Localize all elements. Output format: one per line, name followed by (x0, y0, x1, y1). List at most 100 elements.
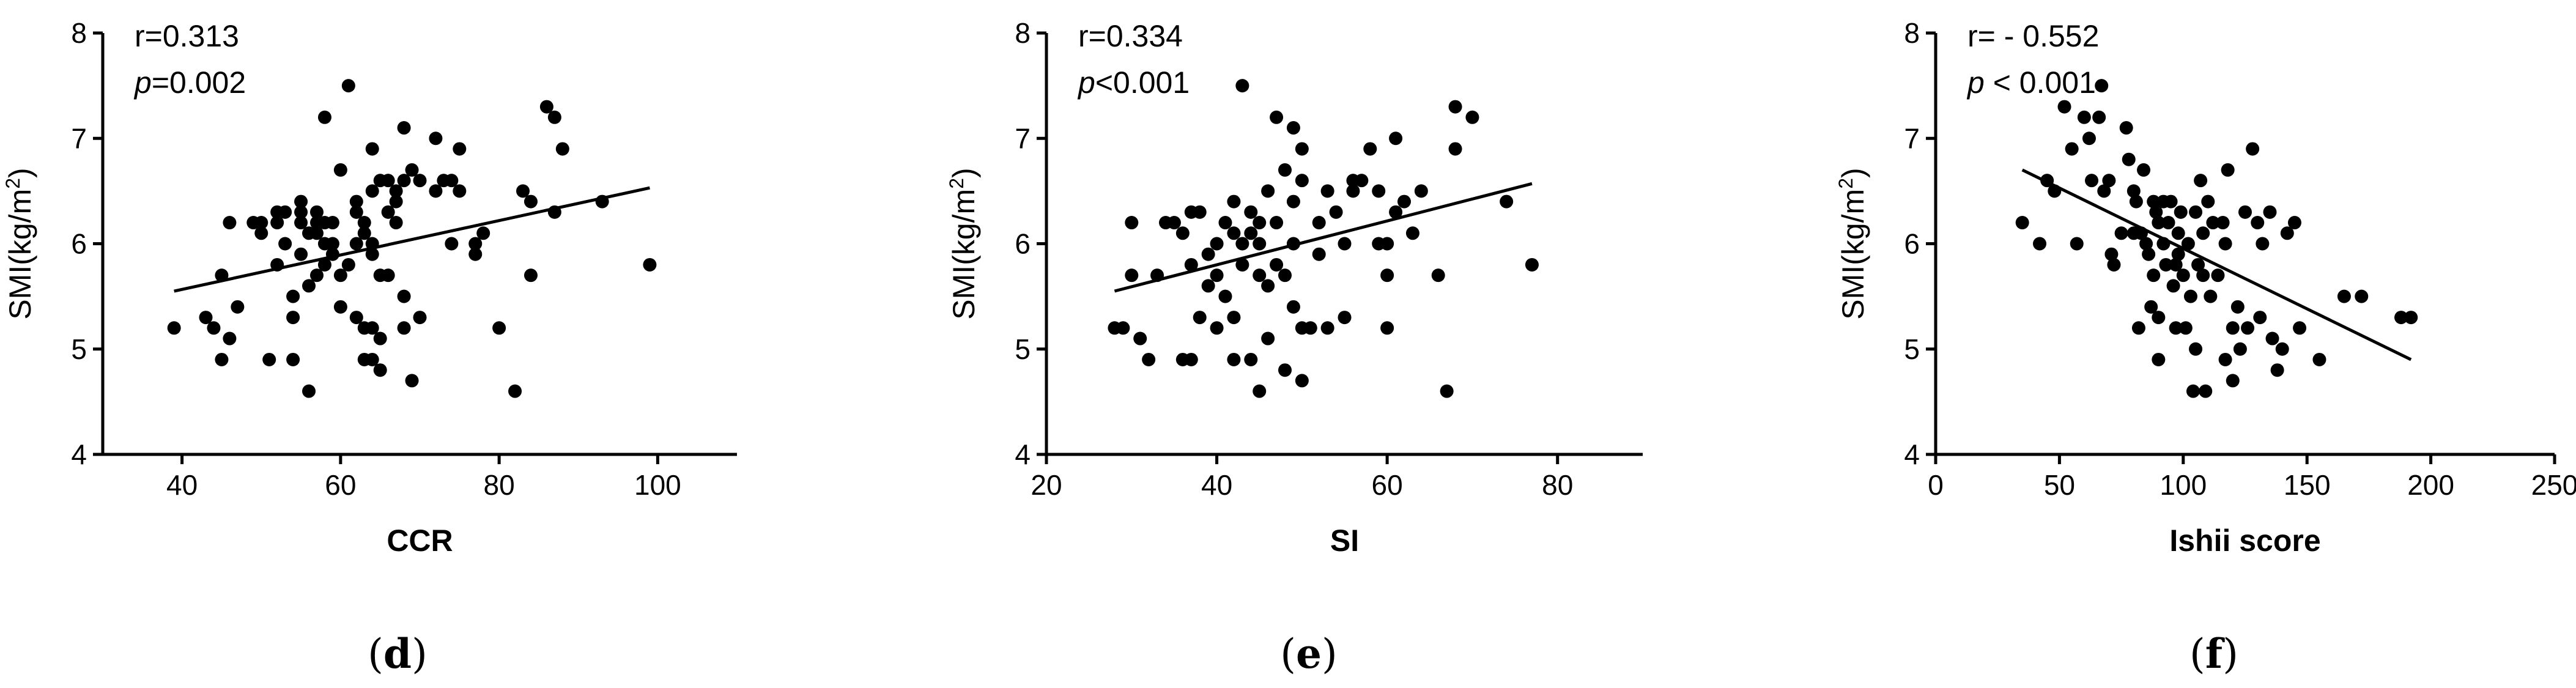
scatter-point (397, 174, 411, 188)
y-axis-title-superscript: 2 (2, 178, 24, 189)
scatter-point (1525, 257, 1539, 272)
panel-label: (e) (1280, 630, 1338, 678)
scatter-point (2238, 205, 2252, 219)
scatter-point (2256, 237, 2270, 251)
scatter-point (1218, 289, 1232, 303)
scatter-point (2194, 174, 2208, 188)
y-axis-title: SMI(kg/m2) (2, 168, 37, 319)
scatter-point (1193, 311, 1207, 325)
scatter-point (1218, 216, 1232, 230)
scatter-point (2265, 331, 2279, 346)
panel-label-letter: e (1296, 630, 1322, 678)
scatter-point (2174, 205, 2188, 219)
scatter-point (2057, 100, 2071, 114)
y-tick-label: 4 (71, 438, 87, 470)
scatter-point (2226, 321, 2240, 335)
scatter-point (492, 321, 506, 335)
scatter-point (2189, 342, 2203, 356)
scatter-point (1235, 79, 1249, 93)
scatter-point (1405, 226, 1419, 240)
scatter-point (2201, 194, 2215, 209)
scatter-point (1261, 331, 1275, 346)
scatter-point (1184, 257, 1198, 272)
scatter-point (1346, 184, 1360, 198)
scatter-point (1244, 205, 1258, 219)
scatter-point (445, 237, 459, 251)
scatter-point (381, 205, 395, 219)
x-tick-label: 60 (1372, 469, 1403, 501)
y-tick-label: 6 (71, 228, 87, 260)
scatter-point (349, 205, 363, 219)
scatter-point (365, 247, 379, 261)
scatter-point (2149, 205, 2163, 219)
scatter-point (1465, 110, 1479, 124)
scatter-point (254, 226, 268, 240)
scatter-point (1338, 311, 1352, 325)
stat-annotation: r=0.313 (135, 19, 239, 53)
scatter-point (1278, 363, 1292, 377)
scatter-point (2275, 342, 2289, 356)
stat-annotation: r=0.334 (1078, 19, 1183, 53)
scatter-point (413, 311, 427, 325)
scatter-point (309, 205, 324, 219)
scatter-point (2181, 237, 2195, 251)
scatter-point (349, 237, 363, 251)
scatter-point (278, 237, 292, 251)
scatter-point (1210, 321, 1224, 335)
scatter-point (215, 268, 229, 283)
y-axis-title-close: ) (947, 168, 981, 178)
scatter-point (2161, 216, 2175, 230)
scatter-point (468, 237, 483, 251)
scatter-point (2263, 205, 2277, 219)
panel-label: (d) (368, 630, 427, 678)
scatter-point (294, 205, 308, 219)
scatter-point (1184, 352, 1198, 366)
x-tick-label: 40 (166, 469, 198, 501)
scatter-point (2104, 247, 2119, 261)
scatter-point (286, 352, 300, 366)
y-axis-title: SMI(kg/m2) (946, 168, 981, 319)
scatter-point (1295, 174, 1309, 188)
scatter-point (1320, 184, 1334, 198)
scatter-point (294, 216, 308, 230)
scatter-point (349, 194, 363, 209)
scatter-point (1116, 321, 1130, 335)
scatter-point (2152, 311, 2166, 325)
scatter-point (1270, 110, 1284, 124)
scatter-point (405, 163, 419, 177)
scatter-point (325, 247, 339, 261)
scatter-point (294, 247, 308, 261)
scatter-point (317, 257, 331, 272)
scatter-point (1244, 226, 1258, 240)
scatter-point (1175, 226, 1190, 240)
scatter-point (2048, 184, 2062, 198)
scatter-point (2404, 311, 2418, 325)
scatter-point (2015, 216, 2029, 230)
scatter-point (1227, 194, 1241, 209)
scatter-point (286, 311, 300, 325)
scatter-point (2226, 374, 2240, 388)
stat-value: = - 0.552 (1978, 19, 2100, 53)
scatter-point (2218, 352, 2232, 366)
scatter-point (2241, 321, 2255, 335)
scatter-panel-e: 4 5 6 7 8 20 40 60 80 SI SMI(kg/m2) r=0.334 p<0.001 (… (946, 17, 1643, 678)
scatter-point (516, 184, 530, 198)
x-tick-label: 80 (484, 469, 515, 501)
scatter-point (2270, 363, 2284, 377)
scatter-point (2186, 384, 2200, 398)
scatter-point (1389, 205, 1403, 219)
regression-line (174, 186, 650, 293)
regression-line (2021, 168, 2412, 361)
scatter-point (199, 311, 213, 325)
scatter-point (262, 352, 276, 366)
scatter-point (381, 268, 395, 283)
scatter-point (2040, 174, 2054, 188)
scatter-point (317, 110, 331, 124)
scatter-point (1448, 142, 1462, 156)
y-tick-label: 5 (71, 333, 87, 365)
scatter-point (2189, 205, 2203, 219)
x-tick-label: 200 (2407, 469, 2454, 501)
scatter-point (1193, 205, 1207, 219)
scatter-point (365, 142, 379, 156)
